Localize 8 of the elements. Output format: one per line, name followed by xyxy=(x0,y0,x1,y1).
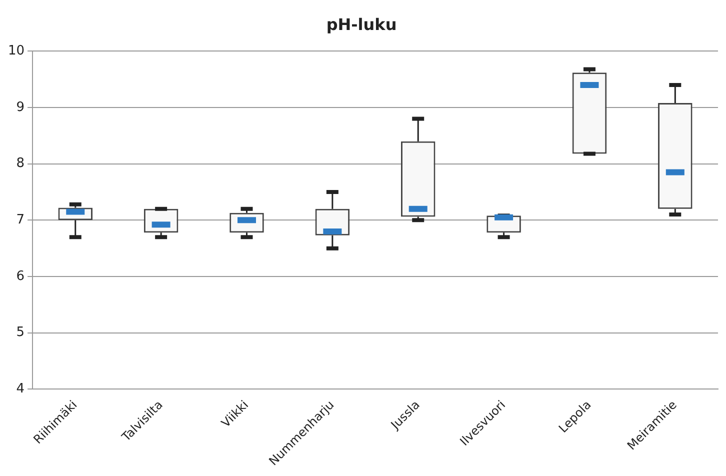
y-tick-label: 10 xyxy=(8,44,25,59)
y-tick-label: 5 xyxy=(16,325,25,340)
chart-title: pH-luku xyxy=(326,14,397,34)
y-tick-label: 6 xyxy=(16,268,25,284)
y-tick-label: 7 xyxy=(16,212,25,228)
y-tick-label: 8 xyxy=(16,156,25,172)
y-tick-label: 9 xyxy=(16,100,25,115)
y-tick-label: 4 xyxy=(16,382,25,397)
